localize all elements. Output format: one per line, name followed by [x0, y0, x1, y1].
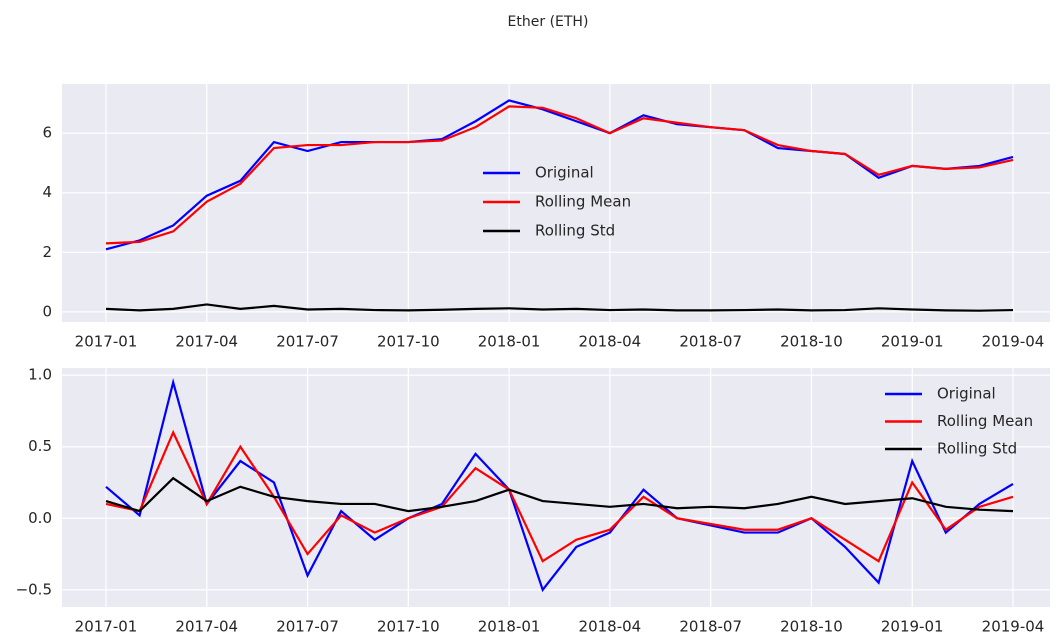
legend-label: Original — [535, 164, 594, 182]
x-tick-label: 2018-04 — [579, 618, 642, 636]
y-tick-label: 0 — [42, 302, 52, 320]
legend-label: Rolling Std — [937, 440, 1017, 458]
x-tick-label: 2019-04 — [982, 618, 1045, 636]
y-tick-label: 2 — [42, 243, 52, 261]
legend-label: Rolling Mean — [535, 193, 631, 211]
x-tick-label: 2018-10 — [780, 333, 843, 351]
y-tick-label: 1.0 — [28, 366, 52, 384]
legend-label: Rolling Std — [535, 222, 615, 240]
x-tick-label: 2019-04 — [982, 333, 1045, 351]
legend-label: Rolling Mean — [937, 412, 1033, 430]
x-tick-label: 2017-01 — [75, 333, 138, 351]
x-tick-label: 2017-04 — [175, 618, 238, 636]
line — [105, 429, 1014, 563]
y-tick-label: 0.5 — [28, 437, 52, 455]
x-tick-label: 2018-10 — [780, 618, 843, 636]
figure-title: Ether (ETH) — [508, 14, 589, 30]
plot-area — [62, 84, 1050, 322]
x-tick-label: 2017-07 — [276, 618, 339, 636]
line — [105, 303, 1014, 312]
line — [105, 99, 1014, 251]
y-tick-label: 0.0 — [28, 509, 52, 527]
x-tick-label: 2018-04 — [579, 333, 642, 351]
plot-area — [62, 368, 1050, 607]
x-tick-label: 2017-10 — [377, 618, 440, 636]
legend-label: Original — [937, 385, 996, 403]
x-tick-label: 2018-07 — [679, 333, 742, 351]
y-tick-label: 6 — [42, 124, 52, 142]
x-tick-label: 2019-01 — [881, 618, 944, 636]
x-tick-label: 2017-10 — [377, 333, 440, 351]
x-tick-label: 2017-01 — [75, 618, 138, 636]
line — [105, 476, 1014, 513]
x-tick-label: 2017-04 — [175, 333, 238, 351]
y-tick-label: −0.5 — [16, 580, 52, 598]
x-tick-label: 2018-01 — [478, 333, 541, 351]
x-tick-label: 2018-07 — [679, 618, 742, 636]
y-tick-label: 4 — [42, 183, 52, 201]
x-tick-label: 2019-01 — [881, 333, 944, 351]
x-tick-label: 2018-01 — [478, 618, 541, 636]
line — [105, 105, 1014, 245]
x-tick-label: 2017-07 — [276, 333, 339, 351]
